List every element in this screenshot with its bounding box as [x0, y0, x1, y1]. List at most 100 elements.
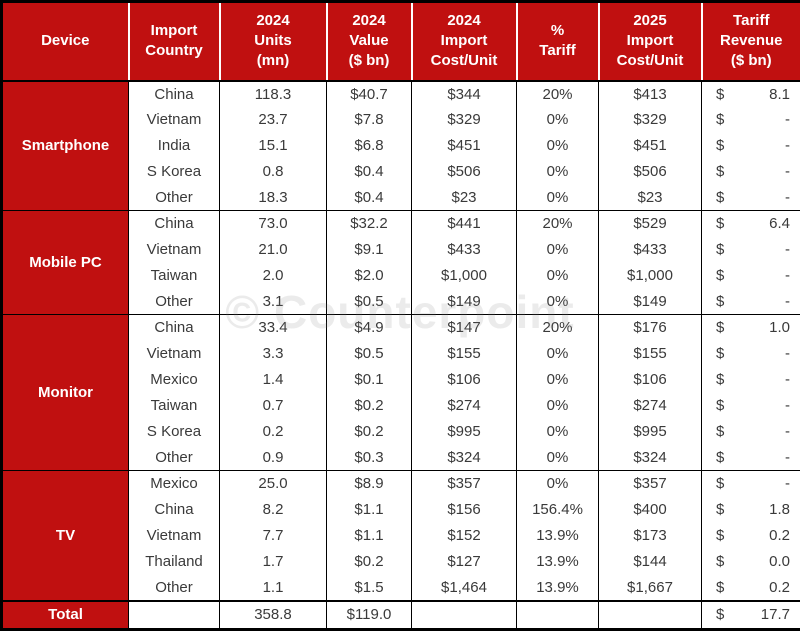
tariff-cell: 0%	[516, 366, 599, 393]
table-row: Vietnam 7.7 $1.1 $152 13.9% $173 $0.2	[2, 522, 800, 549]
units-cell: 1.7	[219, 548, 327, 575]
revenue-amount: -	[785, 111, 790, 128]
country-cell: China	[128, 314, 220, 341]
revenue-cell: $ -	[701, 262, 800, 289]
total-units-cell: 358.8	[219, 599, 327, 630]
revenue-amount: -	[785, 397, 790, 414]
col-header-device: Device	[1, 1, 129, 82]
col-header-import-cost-2024: 2024 Import Cost/Unit	[410, 1, 517, 82]
cost-2024-cell: $106	[411, 366, 517, 393]
revenue-cell: $1.8	[701, 496, 800, 523]
revenue-amount: -	[785, 345, 790, 362]
tariff-cell: 13.9%	[516, 548, 599, 575]
table-row: Thailand 1.7 $0.2 $127 13.9% $144 $0.0	[2, 548, 800, 575]
table-row: Taiwan 2.0 $2.0 $1,000 0% $1,000 $ -	[2, 262, 800, 289]
revenue-cell: $ -	[701, 418, 800, 445]
country-cell: S Korea	[128, 418, 220, 445]
value-cell: $0.5	[326, 340, 412, 367]
table-row: Other 18.3 $0.4 $23 0% $23 $ -	[2, 184, 800, 211]
revenue-amount: -	[785, 267, 790, 284]
table-row: TV Mexico 25.0 $8.9 $357 0% $357 $ -	[1, 470, 800, 601]
table-row: Mobile PC China 73.0 $32.2 $441 20% $529 $6.4	[1, 210, 800, 315]
table-body: Smartphone China 118.3 $40.7 $344 20% $413 $8.1…	[1, 80, 800, 630]
revenue-cell: $0.2	[701, 522, 800, 549]
cost-2025-cell: $149	[598, 288, 702, 315]
revenue-cell: $ -	[701, 236, 800, 263]
cost-2024-cell: $152	[411, 522, 517, 549]
table-row: Mexico 1.4 $0.1 $106 0% $106 $ -	[2, 366, 800, 393]
revenue-cell: $ -	[701, 132, 800, 159]
units-cell: 23.7	[219, 106, 327, 133]
revenue-amount: 17.7	[760, 606, 790, 624]
revenue-accounting-format: $ -	[702, 397, 800, 414]
units-cell: 3.3	[219, 340, 327, 367]
units-cell: 0.7	[219, 392, 327, 419]
table-row: Other 3.1 $0.5 $149 0% $149 $ -	[2, 288, 800, 315]
currency-symbol: $	[716, 215, 725, 233]
units-cell: 33.4	[219, 314, 327, 341]
cost-2025-cell: $274	[598, 392, 702, 419]
cost-2024-cell: $995	[411, 418, 517, 445]
units-cell: 15.1	[219, 132, 327, 159]
value-cell: $0.1	[326, 366, 412, 393]
header-row: Device Import Country 2024 Units (mn) 2024 …	[1, 1, 800, 82]
table-row: India 15.1 $6.8 $451 0% $451 $ -	[2, 132, 800, 159]
cost-2025-cell: $1,000	[598, 262, 702, 289]
country-cell: India	[128, 132, 220, 159]
country-cell: S Korea	[128, 158, 220, 185]
country-cell: Mexico	[128, 470, 220, 497]
cost-2024-cell: $155	[411, 340, 517, 367]
table-row: Other 1.1 $1.5 $1,464 13.9% $1,667 $0.2	[2, 574, 800, 601]
country-cell: China	[128, 496, 220, 523]
units-cell: 1.1	[219, 574, 327, 601]
tariff-cell: 0%	[516, 184, 599, 211]
revenue-cell: $ -	[701, 392, 800, 419]
revenue-cell: $ -	[701, 184, 800, 211]
value-cell: $2.0	[326, 262, 412, 289]
cost-2025-cell: $176	[598, 314, 702, 341]
currency-symbol: $	[716, 85, 725, 103]
revenue-accounting-format: $ -	[702, 189, 800, 206]
revenue-amount: 1.8	[769, 501, 790, 518]
country-cell: Other	[128, 574, 220, 601]
cost-2025-cell: $995	[598, 418, 702, 445]
tariff-cell: 0%	[516, 418, 599, 445]
tariff-cell: 20%	[516, 210, 599, 237]
revenue-accounting-format: $ -	[702, 111, 800, 128]
cost-2025-cell: $529	[598, 210, 702, 237]
units-cell: 2.0	[219, 262, 327, 289]
revenue-accounting-format: $17.7	[702, 606, 800, 623]
total-cost-2025-cell	[598, 599, 702, 630]
revenue-accounting-format: $ -	[702, 293, 800, 310]
currency-symbol: $	[716, 475, 725, 493]
cost-2025-cell: $23	[598, 184, 702, 211]
revenue-accounting-format: $ -	[702, 137, 800, 154]
total-value-cell: $119.0	[326, 599, 412, 630]
country-cell: China	[128, 210, 220, 237]
total-tariff-cell	[516, 599, 599, 630]
cost-2024-cell: $441	[411, 210, 517, 237]
table-row: Taiwan 0.7 $0.2 $274 0% $274 $ -	[2, 392, 800, 419]
col-header-units-2024: 2024 Units (mn)	[218, 1, 327, 82]
currency-symbol: $	[716, 423, 725, 440]
cost-2024-cell: $344	[411, 80, 517, 107]
country-cell: Vietnam	[128, 340, 220, 367]
units-cell: 0.9	[219, 444, 327, 471]
revenue-accounting-format: $1.8	[702, 501, 800, 518]
device-cell-smartphone: Smartphone	[1, 80, 129, 211]
cost-2024-cell: $274	[411, 392, 517, 419]
revenue-accounting-format: $ -	[702, 475, 800, 492]
country-cell: China	[128, 80, 220, 107]
revenue-amount: 6.4	[769, 215, 790, 233]
cost-2025-cell: $106	[598, 366, 702, 393]
cost-2024-cell: $1,464	[411, 574, 517, 601]
device-cell-mobile-pc: Mobile PC	[1, 210, 129, 315]
revenue-amount: 8.1	[769, 85, 790, 103]
tariff-cell: 0%	[516, 132, 599, 159]
total-row: Total 358.8 $119.0 $17.7	[1, 599, 800, 630]
cost-2024-cell: $149	[411, 288, 517, 315]
cost-2025-cell: $324	[598, 444, 702, 471]
value-cell: $0.2	[326, 548, 412, 575]
cost-2024-cell: $357	[411, 470, 517, 497]
value-cell: $0.2	[326, 418, 412, 445]
